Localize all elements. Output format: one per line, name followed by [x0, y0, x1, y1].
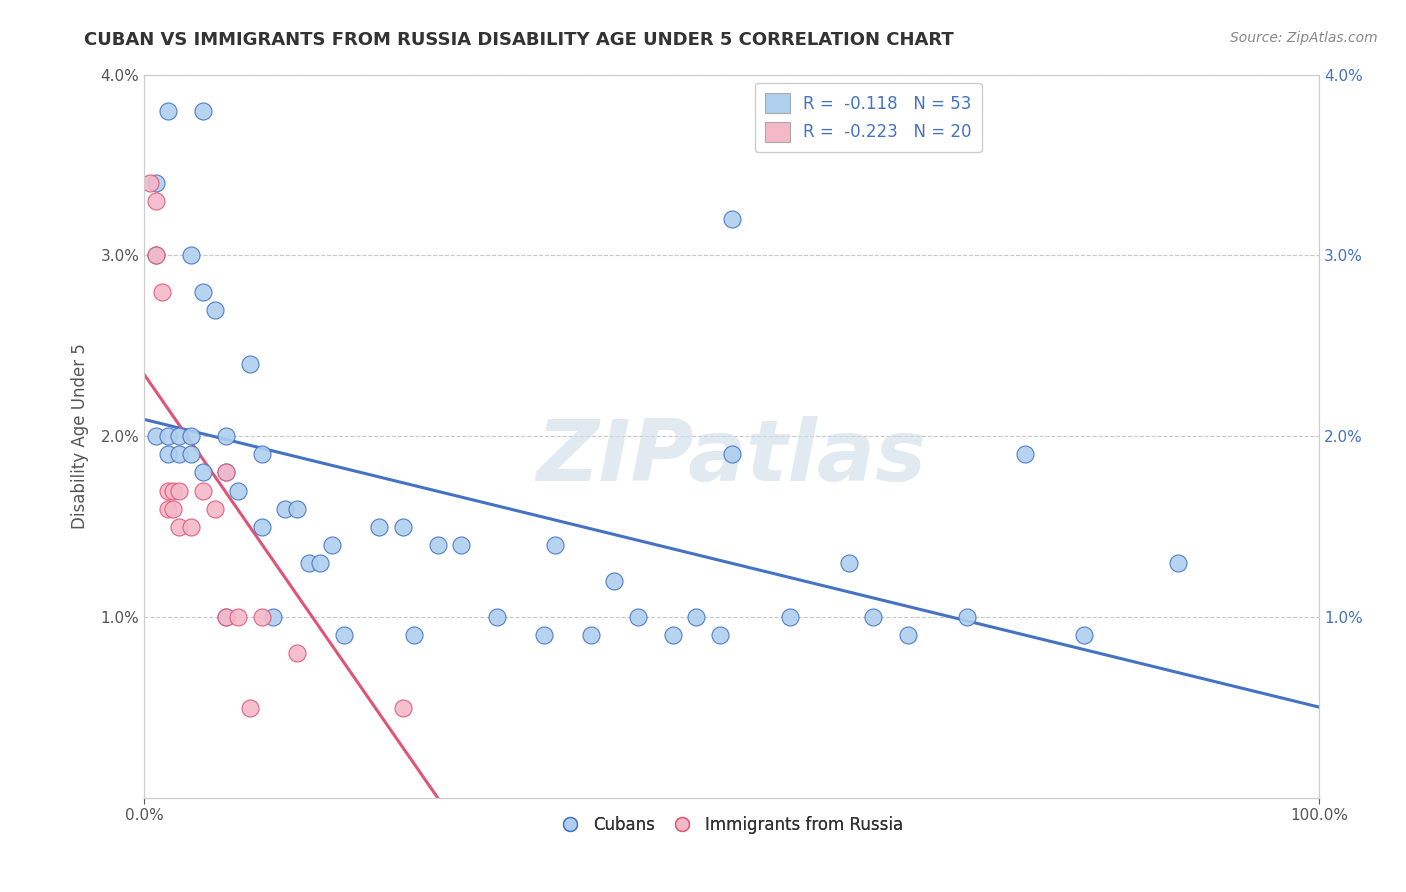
Point: [191, 483, 214, 498]
Point: [720, 212, 742, 227]
Point: [156, 103, 179, 118]
Point: [226, 483, 249, 498]
Point: [309, 556, 332, 570]
Point: [239, 357, 262, 371]
Text: ZIPatlas: ZIPatlas: [537, 417, 927, 500]
Point: [180, 447, 202, 461]
Point: [333, 628, 356, 642]
Point: [862, 610, 884, 624]
Point: [215, 466, 238, 480]
Point: [404, 628, 426, 642]
Point: [145, 429, 167, 443]
Text: Source: ZipAtlas.com: Source: ZipAtlas.com: [1230, 31, 1378, 45]
Point: [603, 574, 626, 588]
Point: [156, 447, 179, 461]
Point: [779, 610, 801, 624]
Point: [321, 538, 343, 552]
Point: [204, 302, 226, 317]
Point: [450, 538, 472, 552]
Point: [579, 628, 602, 642]
Point: [368, 520, 391, 534]
Point: [215, 429, 238, 443]
Point: [391, 520, 413, 534]
Point: [169, 520, 191, 534]
Point: [180, 248, 202, 262]
Point: [169, 483, 191, 498]
Point: [145, 176, 167, 190]
Point: [139, 176, 162, 190]
Point: [162, 483, 184, 498]
Point: [239, 700, 262, 714]
Point: [180, 429, 202, 443]
Point: [156, 483, 179, 498]
Point: [1073, 628, 1095, 642]
Point: [215, 610, 238, 624]
Point: [215, 466, 238, 480]
Point: [956, 610, 979, 624]
Point: [156, 429, 179, 443]
Point: [250, 610, 273, 624]
Point: [162, 501, 184, 516]
Point: [169, 429, 191, 443]
Point: [285, 646, 308, 660]
Point: [191, 103, 214, 118]
Point: [285, 501, 308, 516]
Point: [180, 520, 202, 534]
Point: [662, 628, 685, 642]
Y-axis label: Disability Age Under 5: Disability Age Under 5: [72, 343, 89, 529]
Point: [685, 610, 707, 624]
Point: [709, 628, 731, 642]
Point: [169, 447, 191, 461]
Point: [145, 194, 167, 208]
Point: [191, 285, 214, 299]
Point: [274, 501, 297, 516]
Point: [391, 700, 413, 714]
Point: [720, 447, 742, 461]
Point: [297, 556, 319, 570]
Point: [485, 610, 508, 624]
Point: [426, 538, 449, 552]
Point: [838, 556, 860, 570]
Point: [1014, 447, 1036, 461]
Point: [150, 285, 173, 299]
Point: [204, 501, 226, 516]
Point: [262, 610, 284, 624]
Point: [215, 610, 238, 624]
Point: [145, 248, 167, 262]
Point: [250, 520, 273, 534]
Point: [145, 248, 167, 262]
Point: [626, 610, 648, 624]
Point: [533, 628, 555, 642]
Point: [544, 538, 567, 552]
Point: [226, 610, 249, 624]
Legend: Cubans, Immigrants from Russia: Cubans, Immigrants from Russia: [554, 809, 910, 840]
Point: [156, 501, 179, 516]
Point: [250, 447, 273, 461]
Point: [1167, 556, 1189, 570]
Text: CUBAN VS IMMIGRANTS FROM RUSSIA DISABILITY AGE UNDER 5 CORRELATION CHART: CUBAN VS IMMIGRANTS FROM RUSSIA DISABILI…: [84, 31, 955, 49]
Point: [191, 466, 214, 480]
Point: [897, 628, 920, 642]
